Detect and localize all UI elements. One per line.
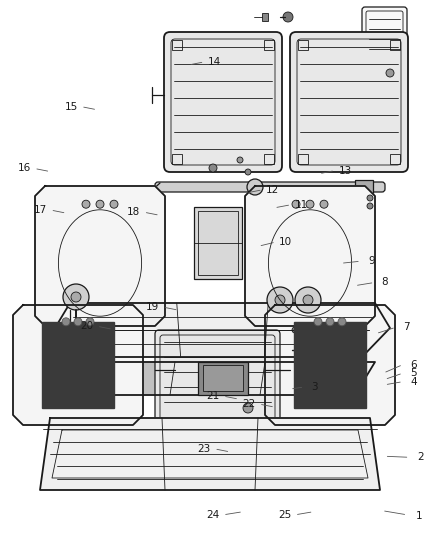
Text: 6: 6	[410, 360, 417, 369]
Text: 21: 21	[206, 391, 219, 401]
Text: 5: 5	[410, 368, 417, 378]
Circle shape	[245, 169, 251, 175]
Text: 13: 13	[339, 166, 352, 175]
Circle shape	[82, 200, 90, 208]
Text: 2: 2	[417, 453, 424, 462]
Circle shape	[367, 203, 373, 209]
Circle shape	[71, 292, 81, 302]
Circle shape	[209, 164, 217, 172]
FancyBboxPatch shape	[290, 32, 408, 172]
Circle shape	[63, 284, 89, 310]
Circle shape	[326, 318, 334, 326]
Polygon shape	[40, 418, 380, 490]
Circle shape	[110, 200, 118, 208]
Circle shape	[302, 327, 308, 333]
Circle shape	[96, 200, 104, 208]
Bar	[198, 211, 238, 275]
Text: 16: 16	[18, 164, 31, 173]
Circle shape	[314, 318, 322, 326]
Circle shape	[367, 195, 373, 201]
Bar	[264, 40, 274, 50]
Circle shape	[247, 179, 263, 195]
Circle shape	[295, 287, 321, 313]
Text: 15: 15	[64, 102, 78, 111]
Text: 3: 3	[311, 382, 318, 392]
Polygon shape	[245, 186, 375, 326]
Bar	[172, 154, 182, 164]
Text: 7: 7	[403, 322, 410, 332]
Bar	[390, 154, 400, 164]
Polygon shape	[35, 186, 165, 326]
Text: 25: 25	[278, 510, 291, 520]
Bar	[262, 13, 268, 21]
Circle shape	[338, 318, 346, 326]
FancyBboxPatch shape	[164, 32, 282, 172]
Circle shape	[292, 200, 300, 208]
Bar	[172, 40, 182, 50]
Bar	[298, 154, 308, 164]
Bar	[203, 365, 243, 391]
Bar	[355, 180, 373, 194]
Circle shape	[386, 69, 394, 77]
Text: 19: 19	[146, 302, 159, 312]
Bar	[298, 40, 308, 50]
Text: 24: 24	[206, 510, 219, 520]
Text: 17: 17	[34, 205, 47, 215]
Text: 22: 22	[242, 399, 255, 409]
Circle shape	[74, 318, 82, 326]
FancyBboxPatch shape	[155, 182, 385, 192]
Text: 8: 8	[381, 278, 388, 287]
Text: 14: 14	[208, 57, 221, 67]
Circle shape	[237, 157, 243, 163]
Polygon shape	[265, 305, 395, 425]
Text: 12: 12	[266, 185, 279, 195]
Circle shape	[320, 200, 328, 208]
Bar	[194, 207, 242, 279]
Text: 11: 11	[295, 200, 308, 209]
Bar	[390, 40, 400, 50]
Polygon shape	[80, 362, 375, 395]
Text: 9: 9	[368, 256, 375, 266]
Text: 10: 10	[279, 237, 292, 247]
Polygon shape	[294, 322, 366, 408]
Text: 4: 4	[410, 377, 417, 386]
Bar	[198, 362, 248, 395]
Circle shape	[283, 12, 293, 22]
Circle shape	[303, 295, 313, 305]
FancyBboxPatch shape	[155, 330, 280, 425]
Bar	[264, 154, 274, 164]
Circle shape	[267, 287, 293, 313]
Text: 23: 23	[198, 444, 211, 454]
FancyBboxPatch shape	[362, 7, 407, 67]
Text: 20: 20	[80, 321, 93, 331]
Polygon shape	[42, 322, 114, 408]
Circle shape	[243, 403, 253, 413]
Circle shape	[86, 318, 94, 326]
Circle shape	[306, 200, 314, 208]
Polygon shape	[13, 305, 143, 425]
Circle shape	[62, 318, 70, 326]
Circle shape	[275, 295, 285, 305]
Text: 1: 1	[416, 511, 423, 521]
Text: 18: 18	[127, 207, 140, 217]
Polygon shape	[55, 303, 390, 357]
Circle shape	[292, 327, 298, 333]
